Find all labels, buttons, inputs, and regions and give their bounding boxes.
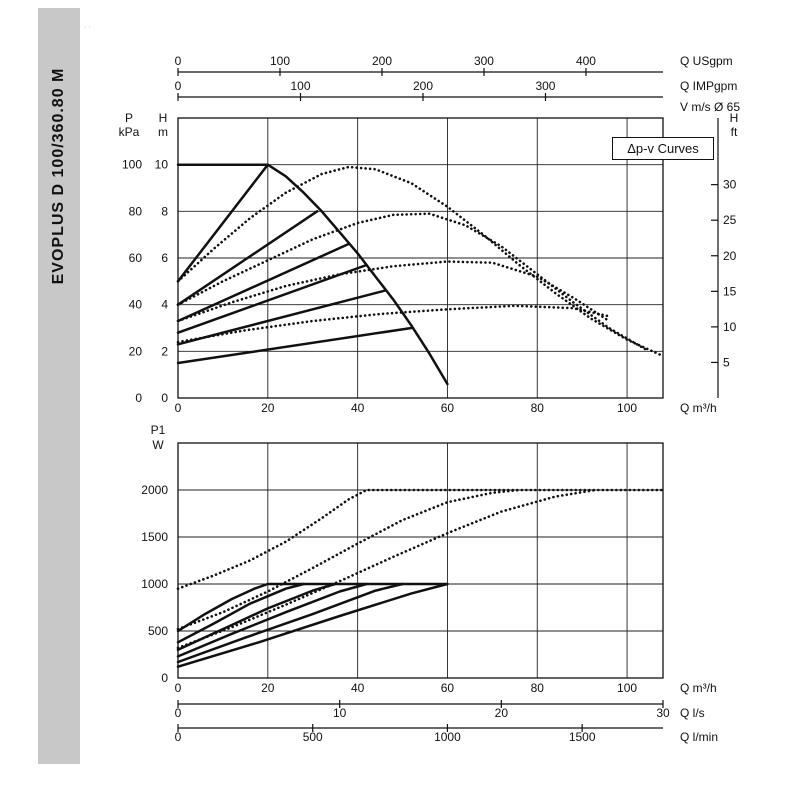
bottom-axis-unit-label: Q l/s <box>680 706 705 720</box>
tick-label: 0 <box>135 391 142 405</box>
tick-label: 300 <box>474 54 494 68</box>
tick-label: 0 <box>161 391 168 405</box>
tick-label: 100 <box>290 79 310 93</box>
y-axis-title-kpa: kPa <box>119 125 140 139</box>
dpv-line-5 <box>176 289 386 346</box>
tick-label: 100 <box>617 401 637 415</box>
x-axis-unit-label: Q m³/h <box>680 681 717 695</box>
tick-label: 40 <box>351 401 365 415</box>
tick-label: 1500 <box>569 730 596 744</box>
tick-label: 4 <box>161 298 168 312</box>
tick-label: 80 <box>129 204 143 218</box>
limit-curve-4 <box>176 304 611 344</box>
tick-label: 1000 <box>434 730 461 744</box>
power-chart-frame <box>177 442 664 679</box>
dpv-curves-label: Δp-v Curves <box>627 141 699 156</box>
model-sidebar: EVOPLUS D 100/360.80 M <box>38 8 80 764</box>
tick-label: 20 <box>129 344 143 358</box>
tick-label: 15 <box>723 284 737 298</box>
tick-label: 80 <box>531 681 545 695</box>
tick-label: 8 <box>161 204 168 218</box>
tick-label: 10 <box>723 320 737 334</box>
top-axis-unit-label: Q USgpm <box>680 54 733 68</box>
limit-curve-1 <box>176 165 665 358</box>
tick-label: 30 <box>656 706 670 720</box>
tick-label: 0 <box>175 54 182 68</box>
tick-label: 60 <box>441 681 455 695</box>
power-curve-3 <box>176 582 337 652</box>
tick-label: 20 <box>261 401 275 415</box>
power-curve-2 <box>176 582 305 644</box>
tick-label: 60 <box>129 251 143 265</box>
tick-label: 2 <box>161 344 168 358</box>
tick-label: 0 <box>175 706 182 720</box>
tick-label: 0 <box>175 681 182 695</box>
tick-label: 6 <box>161 251 168 265</box>
dpv-line-6 <box>176 326 413 365</box>
y-axis-title-m: m <box>158 125 168 139</box>
tick-label: 300 <box>535 79 555 93</box>
y-axis-title-m: H <box>159 111 168 125</box>
tick-label: 80 <box>531 401 545 415</box>
power-limit-3 <box>176 488 597 650</box>
limit-curve-3 <box>176 260 611 323</box>
tick-label: 20 <box>261 681 275 695</box>
dpv-curves-badge: Δp-v Curves <box>612 137 714 160</box>
tick-label: 400 <box>576 54 596 68</box>
velocity-scale-label: V m/s Ø 65 <box>680 100 740 114</box>
tick-label: 30 <box>723 178 737 192</box>
tick-label: 500 <box>303 730 323 744</box>
tick-label: 100 <box>617 681 637 695</box>
print-artifact: ·· <box>84 24 93 31</box>
tick-label: 0 <box>161 671 168 685</box>
limit-curve-2 <box>176 212 647 351</box>
power-curve-1 <box>176 582 449 633</box>
y-axis-title-ft: H <box>730 111 739 125</box>
y-axis-title-kpa: P <box>125 111 133 125</box>
tick-label: 10 <box>155 158 169 172</box>
dpv-line-2 <box>176 210 319 306</box>
tick-label: 100 <box>270 54 290 68</box>
tick-label: 100 <box>122 158 142 172</box>
power-limit-1 <box>176 488 665 591</box>
tick-label: 0 <box>175 79 182 93</box>
tick-label: 60 <box>441 401 455 415</box>
tick-label: 5 <box>723 355 730 369</box>
top-axis-unit-label: Q IMPgpm <box>680 79 737 93</box>
head-chart-frame <box>177 117 664 399</box>
tick-label: 40 <box>129 298 143 312</box>
tick-label: 500 <box>148 624 168 638</box>
dpv-line-4 <box>176 263 368 334</box>
x-axis-unit-label: Q m³/h <box>680 401 717 415</box>
power-axis-title: W <box>152 438 164 452</box>
power-curve-6 <box>176 582 449 668</box>
tick-label: 40 <box>351 681 365 695</box>
tick-label: 0 <box>175 730 182 744</box>
power-curve-5 <box>176 582 404 664</box>
bottom-axis-unit-label: Q l/min <box>680 730 718 744</box>
tick-label: 200 <box>372 54 392 68</box>
tick-label: 20 <box>723 249 737 263</box>
power-axis-title: P1 <box>151 423 166 437</box>
tick-label: 25 <box>723 213 737 227</box>
tick-label: 200 <box>413 79 433 93</box>
power-curve-4 <box>176 582 368 658</box>
tick-label: 0 <box>175 401 182 415</box>
y-axis-title-ft: ft <box>731 125 738 139</box>
tick-label: 10 <box>333 706 347 720</box>
tick-label: 1000 <box>141 577 168 591</box>
tick-label: 1500 <box>141 530 168 544</box>
dpv-line-3 <box>176 242 350 323</box>
power-limit-2 <box>176 488 521 631</box>
dpv-line-1 <box>176 163 270 283</box>
tick-label: 20 <box>495 706 509 720</box>
tick-label: 2000 <box>141 483 168 497</box>
